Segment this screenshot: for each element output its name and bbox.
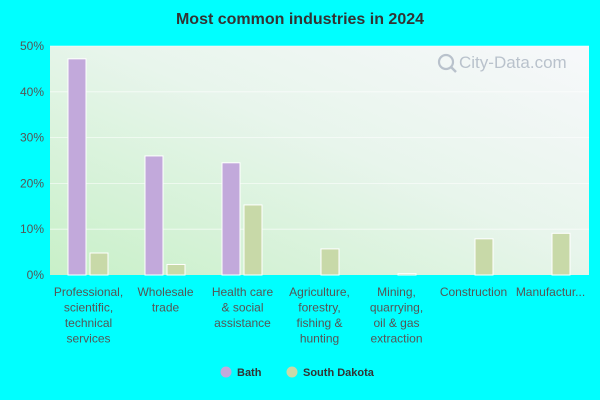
- watermark: City-Data.com: [437, 53, 567, 73]
- category-label: Health care & social assistance: [212, 285, 274, 330]
- watermark-text: City-Data.com: [459, 53, 567, 72]
- magnifier-icon: [437, 53, 455, 71]
- legend-swatch: [220, 366, 232, 378]
- bar-south-dakota: [320, 248, 340, 276]
- legend: Bath South Dakota: [220, 366, 375, 379]
- plot-area: [50, 46, 589, 275]
- chart-title: Most common industries in 2024: [176, 11, 424, 28]
- legend-label: South Dakota: [303, 367, 375, 379]
- y-tick-label: 20%: [20, 176, 44, 190]
- bar-south-dakota: [166, 263, 186, 276]
- bar-bath: [67, 58, 87, 276]
- legend-swatch: [286, 366, 298, 378]
- category-label: Manufactur...: [516, 285, 585, 299]
- category-label: Agriculture, forestry, fishing & hunting: [289, 285, 350, 346]
- category-label: Wholesale trade: [137, 285, 193, 315]
- bar-south-dakota: [474, 238, 494, 276]
- y-tick-label: 50%: [20, 39, 44, 53]
- category-label: Professional, scientific, technical service…: [54, 285, 123, 346]
- y-tick-label: 30%: [20, 131, 44, 145]
- y-tick-label: 0%: [27, 268, 45, 282]
- y-axis: 0% 10% 20% 30% 40% 50%: [20, 39, 44, 282]
- bar-south-dakota: [551, 232, 571, 276]
- category-label: Mining, quarrying, oil & gas extraction: [370, 285, 423, 346]
- x-axis-labels: Professional, scientific, technical service…: [54, 285, 585, 346]
- grid-lines: [50, 45, 589, 230]
- legend-label: Bath: [237, 367, 262, 379]
- y-tick-label: 40%: [20, 85, 44, 99]
- bar-south-dakota: [243, 204, 263, 276]
- bar-bath: [221, 162, 241, 276]
- category-label: Construction: [440, 285, 507, 299]
- y-tick-label: 10%: [20, 222, 44, 236]
- magnifier-handle: [450, 66, 457, 73]
- bar-south-dakota: [397, 273, 417, 276]
- bar-south-dakota: [89, 252, 109, 276]
- bars: [67, 58, 571, 276]
- bar-bath: [144, 155, 164, 276]
